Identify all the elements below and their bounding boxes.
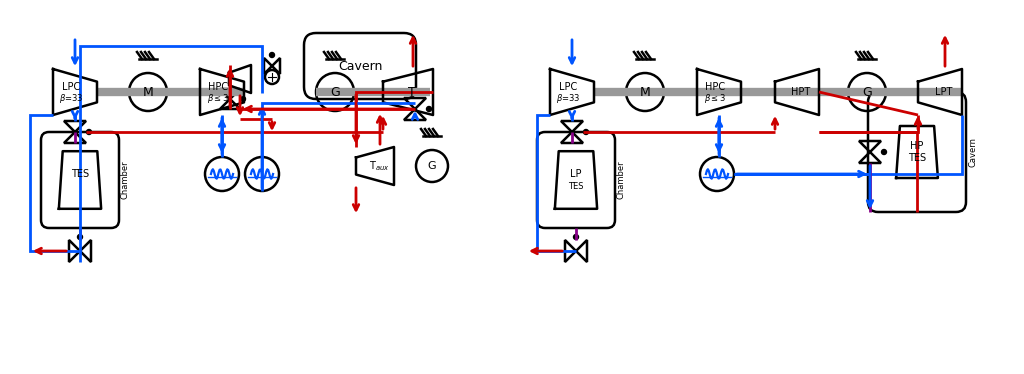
Text: G: G bbox=[862, 86, 871, 98]
Text: LP: LP bbox=[570, 169, 582, 179]
Text: $\beta$$\leq$3: $\beta$$\leq$3 bbox=[703, 92, 726, 104]
Circle shape bbox=[882, 150, 887, 154]
Text: G: G bbox=[428, 161, 436, 171]
Circle shape bbox=[241, 96, 246, 101]
Text: $\beta$=33: $\beta$=33 bbox=[58, 92, 83, 104]
Circle shape bbox=[86, 129, 91, 135]
Text: Cavern: Cavern bbox=[338, 59, 382, 73]
Text: HPC: HPC bbox=[705, 82, 725, 92]
Text: TES: TES bbox=[71, 169, 89, 179]
Text: LPC: LPC bbox=[61, 82, 80, 92]
Circle shape bbox=[584, 129, 589, 135]
Text: G: G bbox=[330, 86, 340, 98]
Text: TES: TES bbox=[568, 181, 584, 190]
Circle shape bbox=[573, 234, 579, 239]
Text: T$_{aux}$: T$_{aux}$ bbox=[369, 159, 389, 173]
Text: Cavern: Cavern bbox=[968, 137, 977, 167]
Text: T: T bbox=[409, 86, 416, 98]
Circle shape bbox=[427, 107, 431, 111]
Text: Chamber: Chamber bbox=[617, 161, 626, 199]
Circle shape bbox=[269, 52, 274, 58]
Text: HPT: HPT bbox=[792, 87, 811, 97]
Text: $\beta$=33: $\beta$=33 bbox=[556, 92, 581, 104]
Text: HPC: HPC bbox=[208, 82, 228, 92]
Circle shape bbox=[78, 234, 83, 239]
Text: LPT: LPT bbox=[935, 87, 952, 97]
Text: M: M bbox=[142, 86, 154, 98]
Text: $\beta$$\leq$3: $\beta$$\leq$3 bbox=[207, 92, 229, 104]
Text: HP: HP bbox=[910, 141, 924, 151]
Text: M: M bbox=[640, 86, 650, 98]
Text: LPC: LPC bbox=[559, 82, 578, 92]
Text: TES: TES bbox=[908, 153, 926, 163]
Text: Chamber: Chamber bbox=[121, 161, 130, 199]
